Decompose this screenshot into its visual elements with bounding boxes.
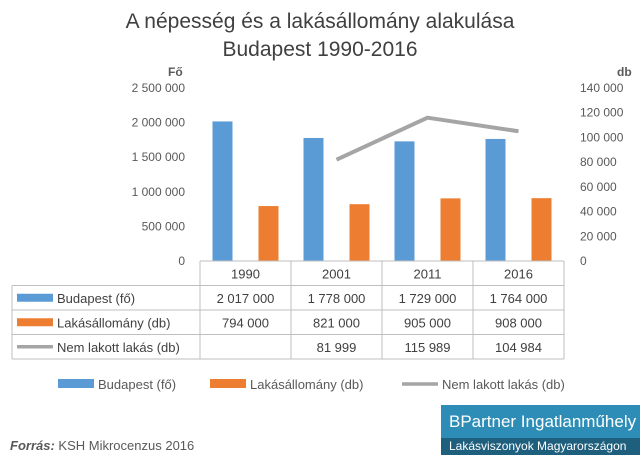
- bar-housing: [258, 206, 279, 261]
- data-label: 81 999: [317, 340, 357, 355]
- y-left-axis-label: Fő: [168, 65, 183, 79]
- brand-logo: BPartner Ingatlanműhely: [441, 405, 640, 438]
- y-right-tick-label: 100 000: [580, 130, 624, 144]
- data-label: 794 000: [222, 315, 269, 330]
- bar-housing: [531, 198, 552, 261]
- legend-entry: Budapest (fő): [98, 377, 176, 392]
- data-label: 905 000: [404, 315, 451, 330]
- legend-entry: Lakásállomány (db): [250, 377, 363, 392]
- x-tick-label: 2011: [414, 266, 442, 281]
- y-right-tick-label: 0: [580, 254, 587, 268]
- legend-key: [17, 293, 53, 302]
- y-right-tick-label: 40 000: [580, 205, 617, 219]
- y-right-tick-label: 140 000: [580, 81, 624, 95]
- data-label: 908 000: [495, 315, 542, 330]
- bar-population: [485, 138, 506, 261]
- table-series-name: Lakásállomány (db): [57, 315, 170, 330]
- data-label: 1 764 000: [490, 291, 548, 306]
- y-right-axis-label: db: [617, 65, 632, 79]
- y-left-tick-label: 0: [178, 254, 185, 268]
- data-label: 2 017 000: [217, 291, 275, 306]
- source-label: Forrás:: [10, 438, 55, 453]
- y-right-tick-label: 120 000: [580, 106, 624, 120]
- bar-population: [303, 137, 324, 261]
- y-right-tick-label: 60 000: [580, 180, 617, 194]
- chart-title: A népesség és a lakásállomány alakulása: [125, 10, 515, 33]
- data-label: 821 000: [313, 315, 360, 330]
- legend-swatch: [58, 379, 94, 388]
- y-left-tick-label: 1 500 000: [132, 150, 186, 164]
- table-series-name: Nem lakott lakás (db): [57, 340, 180, 355]
- line-vacant-dwellings: [335, 115, 519, 162]
- y-left-tick-label: 500 000: [142, 219, 186, 233]
- chart-subtitle: Budapest 1990-2016: [222, 38, 418, 61]
- data-label: 104 984: [495, 340, 542, 355]
- bar-population: [394, 141, 415, 261]
- x-tick-label: 1990: [231, 266, 260, 281]
- x-tick-label: 2016: [504, 266, 533, 281]
- legend-swatch: [210, 379, 246, 388]
- y-left-tick-label: 1 000 000: [132, 185, 186, 199]
- data-label: 1 729 000: [399, 291, 457, 306]
- y-right-tick-label: 20 000: [580, 229, 617, 243]
- legend-entry: Nem lakott lakás (db): [442, 377, 565, 392]
- y-right-tick-label: 80 000: [580, 155, 617, 169]
- bar-housing: [349, 204, 370, 261]
- chart-area: Fő db 2 500 000 2 000 000 1 500 000 1 000 000…: [11, 65, 632, 392]
- x-tick-label: 2001: [322, 266, 351, 281]
- source-text: KSH Mikrocenzus 2016: [58, 438, 195, 453]
- legend-key: [17, 318, 53, 327]
- source-note: Forrás: KSH Mikrocenzus 2016: [10, 438, 194, 453]
- bar-housing: [440, 198, 461, 261]
- y-left-tick-label: 2 000 000: [132, 116, 186, 130]
- data-label: 1 778 000: [308, 291, 366, 306]
- y-left-tick-label: 2 500 000: [132, 81, 186, 95]
- table-series-name: Budapest (fő): [57, 291, 135, 306]
- brand-tagline: Lakásviszonyok Magyarországon: [441, 438, 640, 455]
- bar-population: [212, 121, 233, 261]
- data-label: 115 989: [404, 340, 450, 355]
